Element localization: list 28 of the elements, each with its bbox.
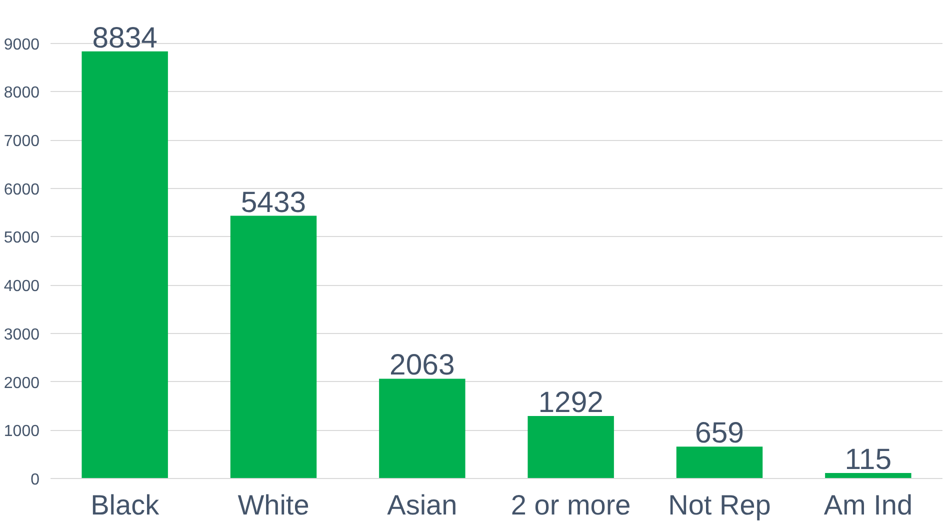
bar <box>825 472 912 478</box>
data-label: 5433 <box>240 186 306 219</box>
bar <box>230 216 317 478</box>
data-label: 115 <box>844 442 892 476</box>
x-tick-label: Not Rep <box>668 490 771 520</box>
y-tick-label: 6000 <box>4 181 40 198</box>
data-label: 1292 <box>538 386 604 420</box>
y-tick-label: 1000 <box>4 423 40 440</box>
y-tick-label: 0 <box>30 472 40 488</box>
y-tick-label: 8000 <box>4 84 40 102</box>
bar <box>676 446 763 478</box>
bar <box>528 416 614 478</box>
y-tick-label: 2000 <box>4 374 40 392</box>
y-tick-label: 4000 <box>4 278 40 296</box>
bar <box>82 51 168 478</box>
x-tick-label: Asian <box>387 490 458 520</box>
x-tick-label: Am Ind <box>824 490 913 520</box>
data-label: 659 <box>695 416 744 450</box>
y-tick-label: 7000 <box>4 133 40 150</box>
y-tick-label: 5000 <box>4 230 40 247</box>
x-tick-label: Black <box>90 490 160 520</box>
x-tick-label: White <box>238 490 310 520</box>
y-tick-label: 9000 <box>4 36 40 54</box>
data-label: 8834 <box>92 21 158 54</box>
data-label: 2063 <box>390 348 455 382</box>
x-tick-label: 2 or more <box>510 490 631 520</box>
bar <box>379 378 466 478</box>
y-tick-label: 3000 <box>4 326 40 344</box>
